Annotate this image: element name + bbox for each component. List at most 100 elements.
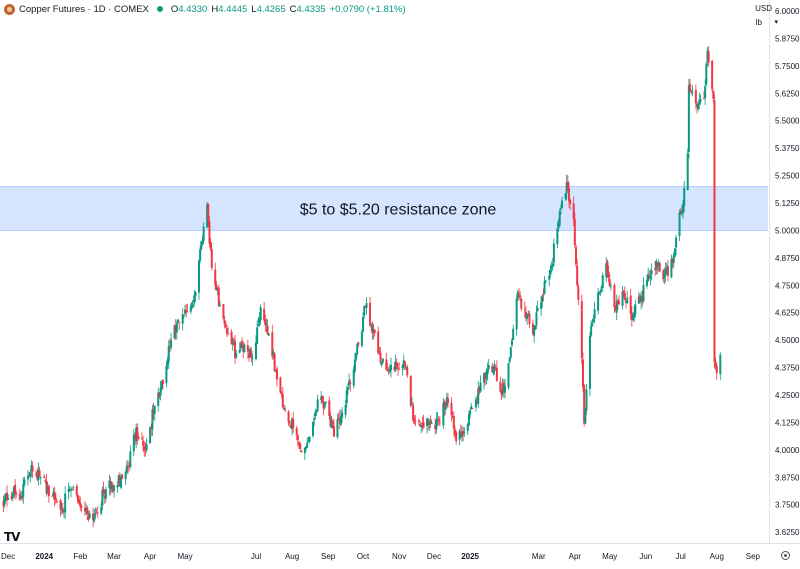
candle-body xyxy=(576,265,579,286)
price-tick-label: 3.7500 xyxy=(775,501,800,510)
candle-body xyxy=(590,325,593,336)
candle-body xyxy=(307,440,310,442)
symbol-legend[interactable]: Copper Futures · 1D · COMEX O 4.4330 H 4.4… xyxy=(4,2,410,16)
candle-body xyxy=(476,401,479,403)
candle-body xyxy=(462,431,465,435)
candle-body xyxy=(69,490,72,491)
candle-body xyxy=(420,425,423,428)
candle-body xyxy=(135,427,138,442)
candle-body xyxy=(630,313,633,320)
candle-body xyxy=(79,502,82,507)
candle-body xyxy=(478,386,481,392)
candle-body xyxy=(225,328,228,334)
candle-body xyxy=(559,208,562,210)
candle-body xyxy=(151,409,154,430)
candle-body xyxy=(255,342,257,359)
candle-body xyxy=(140,438,143,440)
candle-body xyxy=(645,279,648,286)
candle-body xyxy=(588,335,591,389)
time-axis[interactable]: Dec 2024 Feb Mar Apr May Jul Aug Sep Oct Nov Dec 202… xyxy=(1,552,761,561)
candle-body xyxy=(458,431,461,440)
candle-body xyxy=(435,419,438,430)
candle-body xyxy=(314,412,317,417)
candle-body xyxy=(159,387,162,396)
symbol-title[interactable]: Copper Futures · 1D · COMEX xyxy=(19,3,149,15)
candle-body xyxy=(51,495,54,497)
candle-body xyxy=(544,280,547,282)
candle-body xyxy=(322,402,325,409)
candle-body xyxy=(450,402,453,415)
candle-body xyxy=(153,405,156,414)
candle-body xyxy=(263,308,266,321)
low-value: 4.4265 xyxy=(256,3,286,15)
candle-body xyxy=(614,306,617,311)
candle-body xyxy=(479,382,482,392)
candle-body xyxy=(706,50,709,63)
time-tick-label: Aug xyxy=(710,552,724,561)
price-axis[interactable]: 6.0000 5.8750 5.7500 5.6250 5.5000 5.3750 5.25… xyxy=(775,7,800,537)
candle-body xyxy=(125,465,128,473)
candle-body xyxy=(120,476,123,488)
candle-body xyxy=(527,314,530,315)
candle-body xyxy=(137,436,140,440)
candle-body xyxy=(320,396,323,400)
candle-body xyxy=(305,446,308,449)
candle-body xyxy=(355,353,358,360)
candle-body xyxy=(160,380,163,390)
candle-body xyxy=(455,432,458,442)
candle-body xyxy=(395,363,398,368)
candle-body xyxy=(370,324,373,326)
tradingview-logo-icon[interactable]: TV xyxy=(4,530,21,544)
time-tick-label: Jun xyxy=(639,552,652,561)
candle-body xyxy=(657,262,660,267)
candle-body xyxy=(109,481,112,489)
candle-body xyxy=(445,397,448,407)
currency-label[interactable]: USD xyxy=(755,4,772,13)
time-tick-label: Dec xyxy=(427,552,441,561)
candle-body xyxy=(379,352,382,363)
candle-body xyxy=(210,249,213,268)
candle-body xyxy=(385,359,388,370)
candle-body xyxy=(597,292,600,311)
candle-body xyxy=(181,314,184,324)
low-key: L xyxy=(251,3,257,15)
candle-body xyxy=(129,451,132,468)
candle-body xyxy=(377,331,380,353)
candle-body xyxy=(509,347,512,358)
unit-label[interactable]: lb xyxy=(755,18,762,27)
candle-body xyxy=(690,89,693,91)
settings-gear-icon[interactable] xyxy=(781,551,790,560)
candle-body xyxy=(444,407,447,410)
candle-body xyxy=(664,269,667,276)
candle-body xyxy=(264,319,267,326)
candle-body xyxy=(29,472,32,478)
candle-body xyxy=(199,249,202,261)
candle-body xyxy=(249,349,252,358)
candle-body xyxy=(637,296,640,304)
price-tick-label: 4.7500 xyxy=(775,281,800,290)
candle-body xyxy=(189,306,192,312)
unit-dropdown-icon[interactable]: ▾ xyxy=(774,19,778,26)
resistance-zone-label: $5 to $5.20 resistance zone xyxy=(300,201,497,218)
candle-body xyxy=(2,501,5,507)
candle-body xyxy=(78,499,81,504)
candle-body xyxy=(428,421,431,425)
candle-body xyxy=(28,474,31,476)
candle-body xyxy=(284,408,287,411)
candle-body xyxy=(200,241,203,250)
candle-body xyxy=(103,495,106,499)
candle-body xyxy=(466,424,469,432)
candle-body xyxy=(53,493,56,500)
candle-body xyxy=(328,400,331,417)
copper-logo-icon xyxy=(4,3,15,15)
candle-body xyxy=(257,324,260,326)
candle-body xyxy=(526,315,529,319)
candle-body xyxy=(19,495,22,499)
candle-body xyxy=(494,368,497,370)
candle-body xyxy=(22,484,25,498)
candle-body xyxy=(332,425,335,437)
candle-body xyxy=(552,243,555,263)
candle-body xyxy=(94,513,97,516)
